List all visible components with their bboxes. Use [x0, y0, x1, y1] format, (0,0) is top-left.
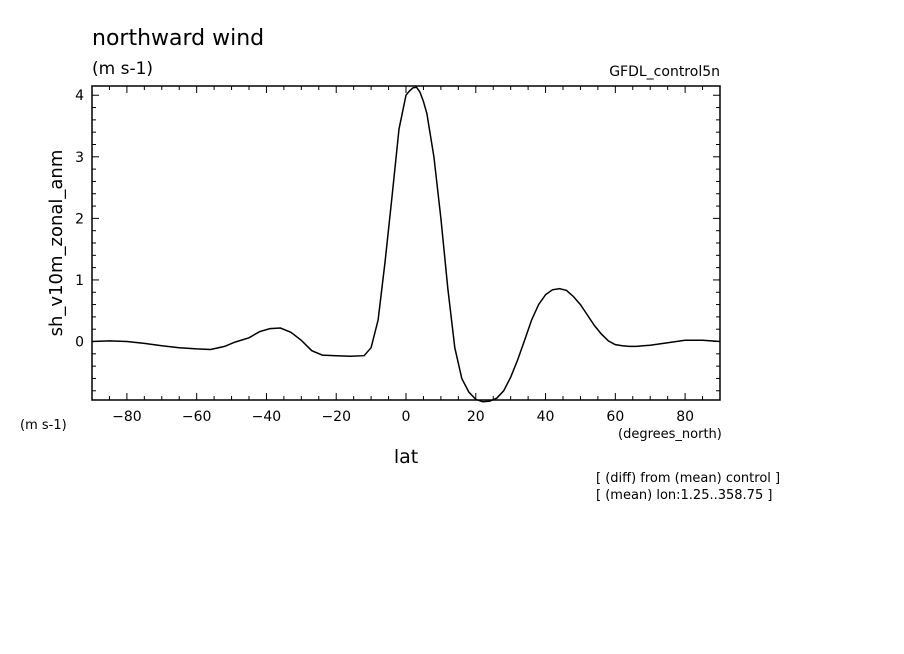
x-tick-label: 80: [676, 409, 694, 425]
x-tick-label: 40: [537, 409, 555, 425]
x-tick-label: 0: [402, 409, 411, 425]
x-tick-label: 20: [467, 409, 485, 425]
note-line-1: [ (diff) from (mean) control ]: [596, 471, 780, 486]
plot-frame: [91, 85, 721, 401]
y-axis-label: sh_v10m_zonal_anm: [46, 150, 67, 337]
y-units-label: (m s-1): [20, 418, 67, 433]
x-tick-label: −20: [321, 409, 351, 425]
x-tick-label: −60: [182, 409, 212, 425]
y-tick-label: 3: [75, 150, 84, 166]
y-tick-label: 2: [75, 211, 84, 227]
x-axis-label: lat: [394, 446, 418, 468]
x-axis: −80 −60 −40 −20 0 20 40 60 80: [108, 86, 704, 425]
x-tick-label: 60: [606, 409, 624, 425]
x-tick-label: −80: [112, 409, 142, 425]
note-line-2: [ (mean) lon:1.25..358.75 ]: [596, 488, 772, 503]
series-line-0: [91, 86, 721, 403]
chart-title: northward wind: [92, 26, 264, 51]
plot-area: [91, 86, 721, 403]
chart-units: (m s-1): [92, 59, 153, 79]
x-units-label: (degrees_north): [618, 427, 722, 442]
y-tick-label: 1: [75, 273, 84, 289]
y-tick-label: 4: [75, 88, 84, 104]
x-tick-label: −40: [252, 409, 282, 425]
y-axis: 0 1 2 3 4: [75, 88, 720, 392]
dataset-label: GFDL_control5n: [609, 64, 720, 80]
y-tick-label: 0: [75, 335, 84, 351]
